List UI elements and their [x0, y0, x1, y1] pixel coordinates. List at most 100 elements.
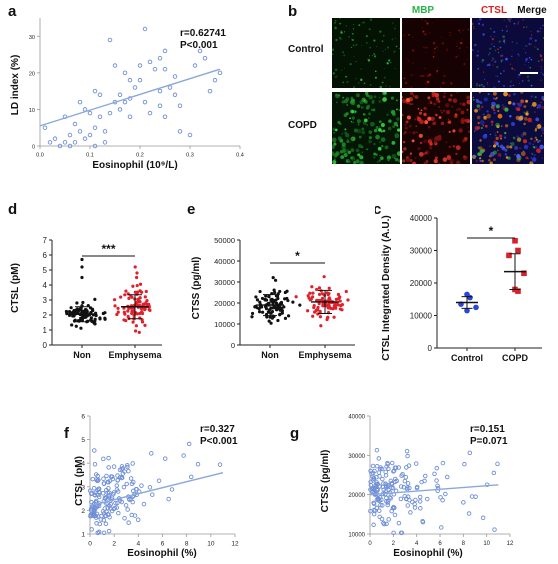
fluorescence-spot: [446, 154, 451, 159]
data-point: [64, 309, 69, 314]
fluorescence-spot: [397, 159, 400, 163]
fluorescence-spot: [489, 161, 493, 164]
data-point: [387, 495, 393, 500]
fluorescence-spot: [517, 102, 523, 108]
data-point: [111, 464, 117, 469]
fluorescence-spot: [391, 140, 396, 145]
x-tick-label: 2: [392, 541, 396, 547]
fluorescence-spot: [425, 82, 427, 85]
data-point: [114, 505, 120, 510]
y-tick-label: 0: [43, 341, 48, 350]
fluorescence-spot: [394, 68, 396, 70]
fluorescence-spot: [361, 151, 363, 153]
data-point: [150, 492, 155, 497]
fluorescence-spot: [520, 92, 524, 94]
fluorescence-spot: [352, 44, 355, 47]
data-point: [139, 483, 144, 488]
micro-copd-ctsl: [402, 92, 470, 164]
fluorescence-spot: [522, 150, 525, 153]
fluorescence-spot: [534, 46, 536, 48]
fluorescence-spot: [493, 158, 496, 162]
fluorescence-spot: [482, 85, 485, 88]
data-point: [327, 291, 331, 296]
data-point: [440, 497, 445, 503]
fluorescence-spot: [473, 27, 475, 29]
fluorescence-spot: [492, 144, 497, 148]
fluorescence-spot: [350, 98, 355, 103]
x-tick-label: 0: [88, 541, 92, 548]
fluorescence-spot: [512, 84, 514, 87]
fluorescence-spot: [341, 132, 344, 135]
data-point: [317, 302, 321, 306]
fluorescence-spot: [356, 128, 362, 134]
fluorescence-spot: [361, 130, 366, 135]
data-point: [89, 527, 94, 532]
fluorescence-spot: [340, 155, 345, 160]
fluorescence-spot: [495, 141, 499, 146]
fluorescence-spot: [424, 120, 429, 125]
data-point: [340, 303, 344, 307]
fluorescence-spot: [510, 121, 516, 127]
fluorescence-spot: [540, 58, 544, 62]
data-point: [157, 103, 163, 109]
fluorescence-spot: [403, 133, 405, 135]
fluorescence-spot: [378, 159, 381, 162]
data-point: [105, 511, 111, 517]
fluorescence-spot: [393, 50, 396, 53]
data-point: [515, 288, 521, 294]
data-point: [332, 315, 336, 319]
fluorescence-spot: [510, 80, 512, 82]
data-point: [93, 317, 97, 321]
fluorescence-spot: [405, 120, 409, 124]
data-point: [89, 490, 95, 496]
micro-control-mbp: [332, 18, 400, 88]
fluorescence-spot: [368, 28, 371, 31]
row-label-control: Control: [288, 44, 324, 55]
fluorescence-spot: [426, 80, 430, 84]
panel-d: d CTSL (pM) 0 1 2 3 4 5 6 7 Non Emphysema ***: [8, 201, 163, 360]
fluorescence-spot: [539, 54, 543, 58]
data-point: [97, 114, 103, 119]
fluorescence-spot: [528, 42, 531, 45]
data-point: [267, 319, 271, 323]
fluorescence-spot: [540, 27, 542, 29]
data-point: [391, 469, 396, 474]
fluorescence-spot: [359, 68, 362, 71]
data-point: [92, 493, 98, 498]
fluorescence-spot: [425, 51, 427, 53]
fluorescence-spot: [539, 53, 541, 55]
y-tick-label: 10: [29, 108, 35, 114]
fluorescence-spot: [535, 47, 537, 49]
fluorescence-spot: [492, 108, 496, 112]
data-point: [143, 295, 147, 299]
data-point: [319, 289, 323, 293]
fluorescence-spot: [524, 145, 527, 148]
data-point: [320, 298, 324, 302]
fluorescence-spot: [348, 36, 350, 38]
fluorescence-spot: [392, 125, 396, 128]
data-point: [156, 478, 162, 483]
data-point: [129, 481, 135, 487]
fluorescence-spot: [403, 34, 406, 37]
fluorescence-spot: [491, 37, 495, 41]
fluorescence-spot: [423, 152, 426, 155]
data-point: [42, 125, 48, 130]
data-point: [404, 486, 410, 492]
data-point: [149, 451, 154, 456]
fluorescence-spot: [391, 22, 394, 25]
data-point: [181, 453, 186, 458]
data-point: [417, 499, 423, 504]
fluorescence-spot: [350, 156, 353, 160]
fluorescence-spot: [479, 160, 482, 162]
data-point: [319, 324, 323, 328]
fluorescence-spot: [334, 128, 338, 132]
fluorescence-spot: [378, 128, 382, 132]
data-point: [492, 527, 497, 532]
data-point: [464, 307, 470, 314]
fluorescence-spot: [332, 48, 335, 51]
fluorescence-spot: [441, 36, 443, 38]
fluorescence-spot: [420, 74, 423, 78]
fluorescence-spot: [410, 74, 413, 76]
fluorescence-spot: [476, 115, 481, 120]
fluorescence-spot: [497, 51, 500, 54]
